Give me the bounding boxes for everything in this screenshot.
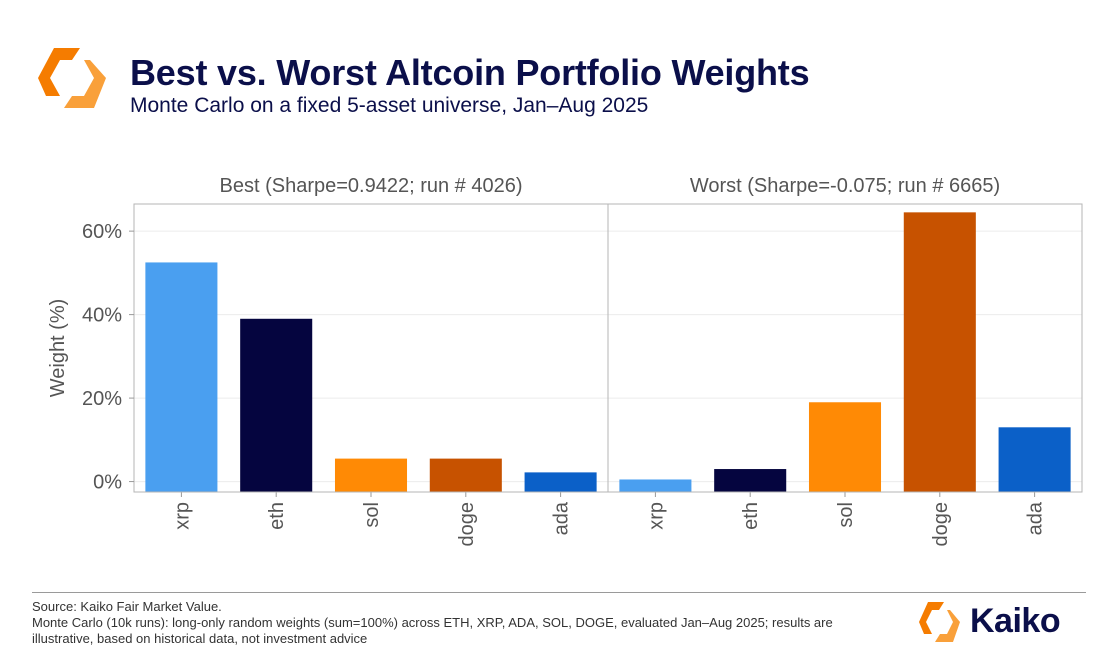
x-tick-label: xrp: [171, 502, 193, 530]
page-title: Best vs. Worst Altcoin Portfolio Weights: [130, 52, 810, 93]
y-tick-label: 40%: [82, 305, 122, 327]
x-tick-label: eth: [740, 502, 762, 530]
y-axis-label: Weight (%): [47, 299, 69, 398]
bar-eth: [240, 318, 313, 492]
methodology-note: Monte Carlo (10k runs): long-only random…: [32, 615, 833, 646]
bar-ada: [998, 427, 1071, 492]
x-tick-label: sol: [835, 502, 857, 528]
x-tick-label: sol: [361, 502, 383, 528]
x-tick-label: doge: [456, 502, 478, 547]
kaiko-logo-icon: [38, 48, 106, 108]
x-tick-label: doge: [930, 502, 952, 547]
x-tick-label: eth: [266, 502, 288, 530]
bar-sol: [808, 402, 882, 492]
bar-doge: [429, 458, 502, 492]
panel-frame: [607, 203, 1083, 493]
y-tick-label: 0%: [93, 472, 122, 494]
panel-title: Best (Sharpe=0.9422; run # 4026): [220, 175, 523, 197]
kaiko-brand-icon: [919, 602, 960, 642]
bar-xrp: [619, 479, 692, 492]
kaiko-wordmark: Kaiko: [970, 602, 1061, 640]
x-tick-label: xrp: [645, 502, 667, 530]
x-tick-label: ada: [551, 501, 573, 535]
footer-divider: [32, 592, 1086, 593]
x-tick-label: ada: [1025, 501, 1047, 535]
y-tick-label: 20%: [82, 388, 122, 410]
y-tick-label: 60%: [82, 221, 122, 243]
bar-ada: [524, 472, 597, 492]
source-note: Source: Kaiko Fair Market Value.: [32, 599, 222, 614]
bar-eth: [714, 469, 787, 492]
bar-xrp: [145, 262, 218, 492]
panel-title: Worst (Sharpe=-0.075; run # 6665): [690, 175, 1000, 197]
bar-sol: [334, 458, 408, 492]
bar-doge: [903, 212, 976, 492]
page-subtitle: Monte Carlo on a fixed 5-asset universe,…: [130, 94, 649, 117]
